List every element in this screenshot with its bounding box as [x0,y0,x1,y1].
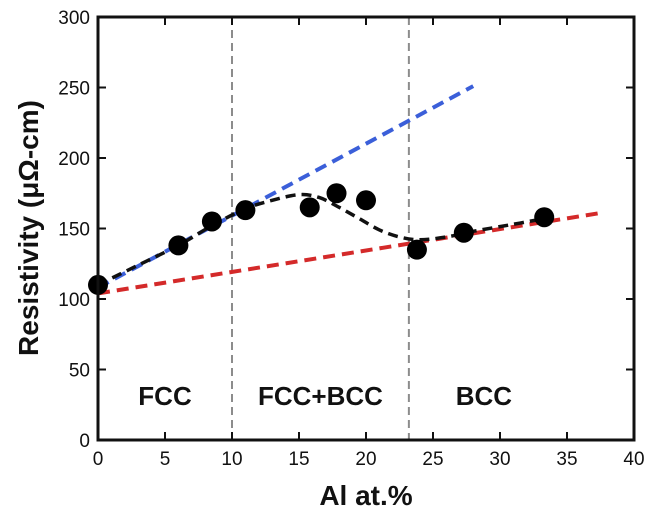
region-labels: FCC FCC+BCC BCC [138,381,512,411]
x-tick-label: 0 [93,449,104,470]
region-label-1: FCC [138,381,192,411]
fit-curve [97,192,545,287]
y-tick-label: 150 [58,220,90,241]
x-tick-label: 10 [221,449,242,470]
y-tick-label: 250 [58,79,90,100]
y-tick-labels: 0 50 100 150 200 250 300 [58,8,90,452]
axis-ticks [97,16,635,441]
data-point-9 [453,222,474,243]
y-axis-title: Resistivity (μΩ-cm) [13,100,44,356]
x-tick-label: 25 [422,449,443,470]
data-point-5 [299,197,320,218]
y-tick-label: 100 [58,290,90,311]
x-tick-label: 40 [623,449,644,470]
x-tick-label: 5 [160,449,171,470]
data-point-6 [326,183,347,204]
plot-border [96,15,636,442]
data-point-4 [235,200,256,221]
y-tick-label: 300 [58,8,90,29]
y-tick-label: 0 [79,431,90,452]
plot-content [88,17,601,440]
x-tick-labels: 0 5 10 15 20 25 30 35 40 [93,449,645,470]
x-axis-title: Al at.% [319,480,412,511]
trend-line-1 [97,84,475,290]
data-point-7 [356,190,376,211]
x-tick-label: 20 [355,449,376,470]
x-tick-label: 35 [556,449,577,470]
data-point-8 [406,239,427,260]
y-tick-label: 50 [69,361,90,382]
region-label-3: BCC [456,381,513,411]
data-point-2 [168,235,189,256]
x-tick-label: 15 [288,449,309,470]
y-tick-label: 200 [58,149,90,170]
x-tick-label: 30 [489,449,510,470]
data-point-10 [534,207,555,228]
region-label-2: FCC+BCC [258,381,383,411]
plot-frame [96,15,636,442]
data-point-3 [201,211,222,232]
trend-line-2 [97,211,601,296]
